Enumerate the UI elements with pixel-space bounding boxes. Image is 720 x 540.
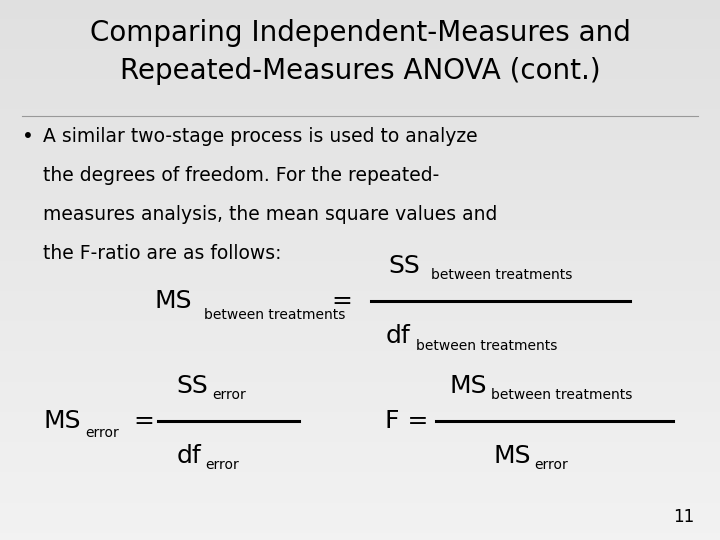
Text: =: = bbox=[134, 409, 154, 433]
Text: Repeated-Measures ANOVA (cont.): Repeated-Measures ANOVA (cont.) bbox=[120, 57, 600, 85]
Text: error: error bbox=[85, 426, 119, 440]
Text: the degrees of freedom. For the repeated-: the degrees of freedom. For the repeated… bbox=[43, 166, 439, 185]
Text: A similar two-stage process is used to analyze: A similar two-stage process is used to a… bbox=[43, 127, 478, 146]
Text: SS: SS bbox=[176, 374, 208, 398]
Text: Comparing Independent-Measures and: Comparing Independent-Measures and bbox=[89, 19, 631, 47]
Text: error: error bbox=[534, 458, 568, 472]
Text: MS: MS bbox=[450, 374, 487, 398]
Text: between treatments: between treatments bbox=[416, 339, 557, 353]
Text: the F-ratio are as follows:: the F-ratio are as follows: bbox=[43, 244, 282, 262]
Text: •: • bbox=[22, 127, 33, 146]
Text: df: df bbox=[176, 444, 201, 468]
Text: between treatments: between treatments bbox=[431, 268, 572, 282]
Text: MS: MS bbox=[43, 409, 81, 433]
Text: between treatments: between treatments bbox=[491, 388, 632, 402]
Text: 11: 11 bbox=[673, 509, 695, 526]
Text: MS: MS bbox=[493, 444, 531, 468]
Text: df: df bbox=[385, 325, 410, 348]
Text: MS: MS bbox=[155, 289, 192, 313]
Text: measures analysis, the mean square values and: measures analysis, the mean square value… bbox=[43, 205, 498, 224]
Text: between treatments: between treatments bbox=[204, 308, 345, 322]
Text: F =: F = bbox=[385, 409, 428, 433]
Text: SS: SS bbox=[389, 254, 420, 278]
Text: =: = bbox=[332, 289, 352, 313]
Text: error: error bbox=[212, 388, 246, 402]
Text: error: error bbox=[205, 458, 239, 472]
